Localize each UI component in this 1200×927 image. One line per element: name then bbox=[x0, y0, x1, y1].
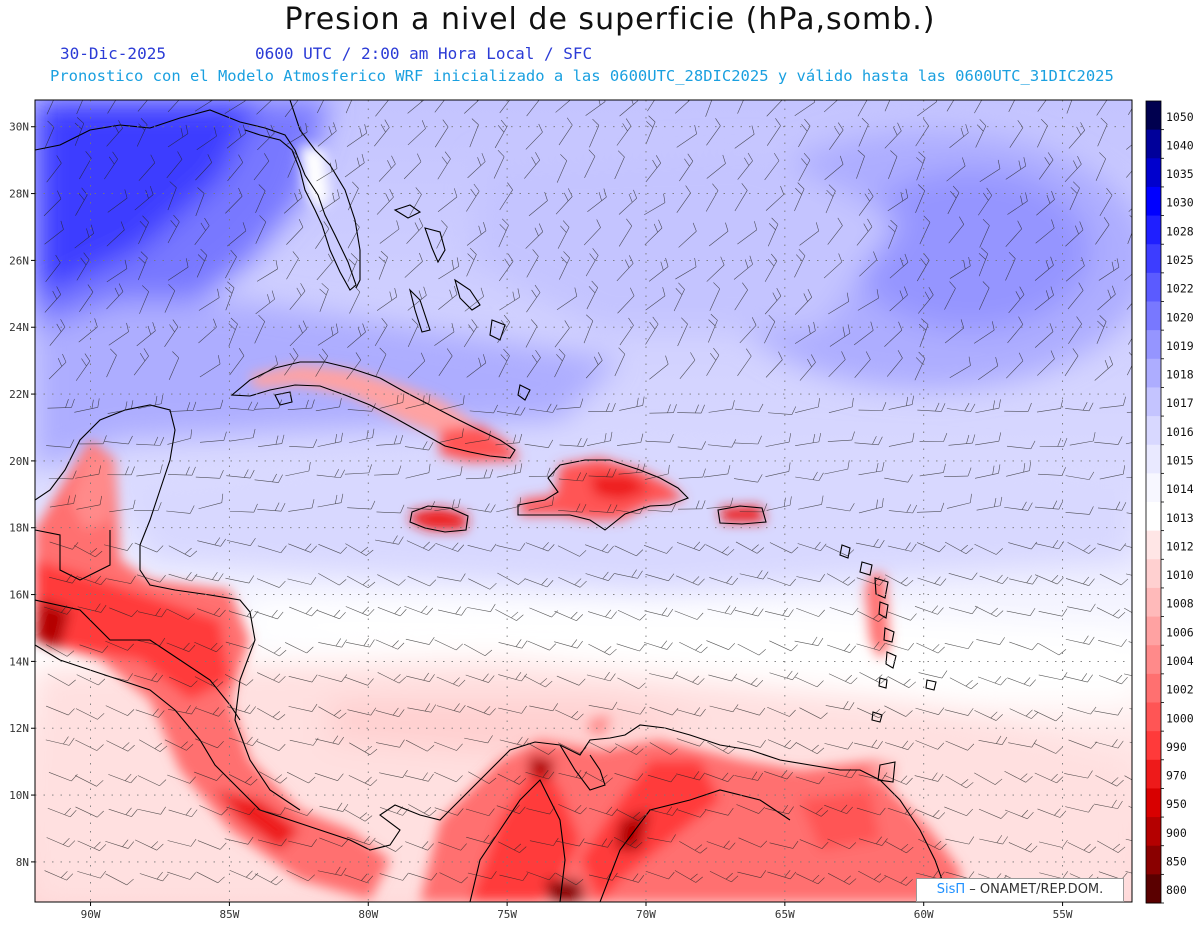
colorbar-label: 990 bbox=[1166, 740, 1187, 754]
colorbar-label: 1018 bbox=[1166, 368, 1194, 382]
lat-lon-grid bbox=[35, 100, 1132, 902]
lat-label: 20N bbox=[9, 455, 29, 468]
lon-label: 80W bbox=[358, 908, 378, 921]
colorbar-swatch bbox=[1146, 645, 1161, 675]
latitude-labels: 30N 28N 26N 24N 22N 20N 18N 16N 14N 12N 10N 8N bbox=[9, 121, 35, 869]
colorbar-label: 1008 bbox=[1166, 597, 1194, 611]
lat-label: 12N bbox=[9, 722, 29, 735]
credit-brand: SisΠ bbox=[936, 882, 966, 897]
colorbar-swatch bbox=[1146, 416, 1161, 446]
colorbar-label: 1017 bbox=[1166, 396, 1194, 410]
colorbar-swatch bbox=[1146, 101, 1161, 131]
colorbar-swatch bbox=[1146, 788, 1161, 818]
colorbar-label: 1010 bbox=[1166, 568, 1194, 582]
colorbar-swatch bbox=[1146, 759, 1161, 789]
colorbar-swatch bbox=[1146, 215, 1161, 245]
colorbar-label: 1020 bbox=[1166, 310, 1194, 324]
colorbar-swatch bbox=[1146, 731, 1161, 761]
colorbar: 1050 1040 1035 1030 1028 1025 1022 1020 1019 1018… bbox=[1145, 100, 1194, 904]
colorbar-swatch bbox=[1146, 301, 1161, 331]
lat-label: 24N bbox=[9, 321, 29, 334]
colorbar-swatch bbox=[1146, 444, 1161, 474]
colorbar-swatch bbox=[1146, 845, 1161, 875]
colorbar-swatch bbox=[1146, 272, 1161, 302]
lat-label: 26N bbox=[9, 254, 29, 267]
colorbar-label: 1035 bbox=[1166, 167, 1194, 181]
colorbar-label: 1028 bbox=[1166, 224, 1194, 238]
map-area bbox=[35, 100, 1132, 902]
colorbar-label: 1030 bbox=[1166, 196, 1194, 210]
colorbar-swatch bbox=[1146, 702, 1161, 732]
map-title: Presion a nivel de superficie (hPa,somb.… bbox=[284, 2, 936, 37]
colorbar-label: 1012 bbox=[1166, 539, 1194, 553]
lon-label: 85W bbox=[219, 908, 239, 921]
longitude-labels: 90W 85W 80W 75W 70W 65W 60W 55W bbox=[81, 902, 1073, 921]
map-frame bbox=[34, 99, 1133, 903]
colorbar-label: 1002 bbox=[1166, 683, 1194, 697]
colorbar-swatch bbox=[1146, 587, 1161, 618]
colorbar-label: 1004 bbox=[1166, 654, 1194, 668]
lat-label: 30N bbox=[9, 121, 29, 134]
lat-label: 10N bbox=[9, 789, 29, 802]
model-info: Pronostico con el Modelo Atmosferico WRF… bbox=[50, 67, 1114, 85]
lon-label: 55W bbox=[1053, 908, 1073, 921]
colorbar-label: 1040 bbox=[1166, 138, 1194, 152]
colorbar-swatch bbox=[1146, 530, 1161, 560]
lon-label: 70W bbox=[636, 908, 656, 921]
colorbar-swatch bbox=[1146, 817, 1161, 847]
colorbar-label: 1013 bbox=[1166, 511, 1194, 525]
colorbar-swatch bbox=[1146, 616, 1161, 646]
forecast-date: 30-Dic-2025 bbox=[60, 44, 166, 63]
colorbar-label: 1006 bbox=[1166, 625, 1194, 639]
colorbar-swatch bbox=[1146, 673, 1161, 703]
lon-label: 90W bbox=[81, 908, 101, 921]
credit-org: – ONAMET/REP.DOM. bbox=[965, 882, 1104, 897]
colorbar-swatch bbox=[1146, 186, 1161, 217]
lat-label: 18N bbox=[9, 522, 29, 535]
colorbar-label: 1016 bbox=[1166, 425, 1194, 439]
lat-label: 22N bbox=[9, 388, 29, 401]
lon-label: 75W bbox=[497, 908, 517, 921]
coastlines bbox=[35, 100, 951, 902]
colorbar-label: 1019 bbox=[1166, 339, 1194, 353]
wind-barbs bbox=[43, 100, 1132, 887]
colorbar-swatch bbox=[1146, 158, 1161, 188]
colorbar-swatch bbox=[1146, 358, 1161, 388]
colorbar-label: 1025 bbox=[1166, 253, 1194, 267]
lat-label: 8N bbox=[16, 856, 29, 869]
colorbar-label: 1022 bbox=[1166, 282, 1194, 296]
colorbar-swatch bbox=[1146, 473, 1161, 503]
lon-label: 60W bbox=[914, 908, 934, 921]
colorbar-swatch bbox=[1146, 874, 1161, 904]
lon-label: 65W bbox=[775, 908, 795, 921]
colorbar-swatch bbox=[1146, 129, 1161, 159]
colorbar-label: 800 bbox=[1166, 883, 1187, 897]
colorbar-label: 1050 bbox=[1166, 110, 1194, 124]
colorbar-label: 950 bbox=[1166, 797, 1187, 811]
credit-box: SisΠ – ONAMET/REP.DOM. bbox=[916, 878, 1124, 902]
colorbar-label: 1015 bbox=[1166, 453, 1194, 467]
lat-label: 16N bbox=[9, 589, 29, 602]
colorbar-label: 970 bbox=[1166, 769, 1187, 783]
colorbar-label: 1000 bbox=[1166, 711, 1194, 725]
colorbar-swatch bbox=[1146, 502, 1161, 532]
colorbar-label: 1014 bbox=[1166, 482, 1194, 496]
colorbar-swatch bbox=[1146, 387, 1161, 417]
lat-label: 28N bbox=[9, 188, 29, 201]
colorbar-swatch bbox=[1146, 330, 1161, 360]
colorbar-label: 900 bbox=[1166, 826, 1187, 840]
colorbar-swatch bbox=[1146, 559, 1161, 589]
forecast-time: 0600 UTC / 2:00 am Hora Local / SFC bbox=[255, 44, 593, 63]
colorbar-label: 850 bbox=[1166, 854, 1187, 868]
lat-label: 14N bbox=[9, 655, 29, 668]
colorbar-swatch bbox=[1146, 244, 1161, 274]
